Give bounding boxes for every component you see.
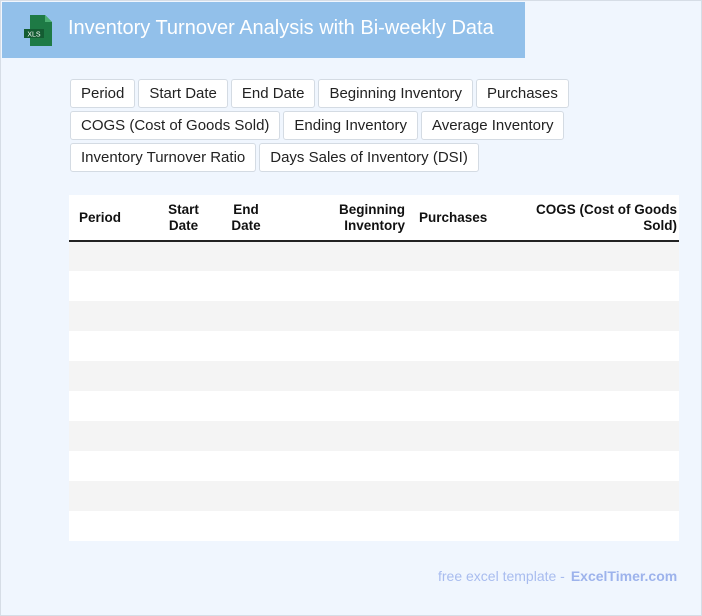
column-chips: Period Start Date End Date Beginning Invent… <box>70 79 590 175</box>
table-row <box>69 331 679 361</box>
table-cell[interactable] <box>161 271 206 301</box>
table-row <box>69 271 679 301</box>
col-period[interactable]: Period <box>69 195 161 242</box>
table-cell[interactable] <box>511 361 679 391</box>
table-cell[interactable] <box>69 391 161 421</box>
column-chip[interactable]: Beginning Inventory <box>318 79 474 108</box>
col-start-date[interactable]: Start Date <box>161 195 206 242</box>
col-end-date[interactable]: End Date <box>206 195 286 242</box>
table-cell[interactable] <box>69 301 161 331</box>
table-row <box>69 421 679 451</box>
table-cell[interactable] <box>511 481 679 511</box>
table-cell[interactable] <box>286 361 411 391</box>
table-cell[interactable] <box>69 361 161 391</box>
table-cell[interactable] <box>206 361 286 391</box>
table-cell[interactable] <box>411 361 511 391</box>
table-cell[interactable] <box>161 241 206 271</box>
table-cell[interactable] <box>206 391 286 421</box>
table-cell[interactable] <box>411 241 511 271</box>
col-cogs[interactable]: COGS (Cost of Goods Sold) <box>511 195 679 242</box>
table-cell[interactable] <box>511 391 679 421</box>
column-chip[interactable]: Inventory Turnover Ratio <box>70 143 257 172</box>
table-cell[interactable] <box>161 391 206 421</box>
table-cell[interactable] <box>411 391 511 421</box>
table-row <box>69 511 679 541</box>
table-cell[interactable] <box>206 331 286 361</box>
table-cell[interactable] <box>161 511 206 541</box>
table-cell[interactable] <box>69 271 161 301</box>
table-cell[interactable] <box>161 301 206 331</box>
table-cell[interactable] <box>511 451 679 481</box>
table-row <box>69 241 679 271</box>
table-cell[interactable] <box>161 361 206 391</box>
column-chip[interactable]: End Date <box>230 79 316 108</box>
table-row <box>69 481 679 511</box>
chip-row: Period Start Date End Date Beginning Invent… <box>70 79 590 108</box>
title-banner: XLS Inventory Turnover Analysis with Bi-… <box>2 2 525 58</box>
table-cell[interactable] <box>69 451 161 481</box>
footer-credit: free excel template - ExcelTimer.com <box>438 568 677 584</box>
table-cell[interactable] <box>511 301 679 331</box>
page-title: Inventory Turnover Analysis with Bi-week… <box>68 17 494 39</box>
table-row <box>69 391 679 421</box>
table-row <box>69 361 679 391</box>
table-cell[interactable] <box>161 451 206 481</box>
table-cell[interactable] <box>206 301 286 331</box>
table-cell[interactable] <box>511 421 679 451</box>
column-chip[interactable]: Days Sales of Inventory (DSI) <box>259 143 479 172</box>
column-chip[interactable]: Ending Inventory <box>283 111 418 140</box>
table-header-row: Period Start Date End Date Beginning Inv… <box>69 195 679 242</box>
table-cell[interactable] <box>206 451 286 481</box>
table-cell[interactable] <box>69 331 161 361</box>
table-cell[interactable] <box>161 421 206 451</box>
col-purchases[interactable]: Purchases <box>411 195 511 242</box>
table-cell[interactable] <box>511 331 679 361</box>
table-cell[interactable] <box>206 511 286 541</box>
table-cell[interactable] <box>411 481 511 511</box>
table-cell[interactable] <box>411 301 511 331</box>
column-chip[interactable]: COGS (Cost of Goods Sold) <box>70 111 281 140</box>
table-cell[interactable] <box>69 421 161 451</box>
table-cell[interactable] <box>161 481 206 511</box>
column-chip[interactable]: Average Inventory <box>420 111 565 140</box>
table-cell[interactable] <box>511 241 679 271</box>
table-cell[interactable] <box>69 511 161 541</box>
table-cell[interactable] <box>286 421 411 451</box>
inventory-table: Period Start Date End Date Beginning Inv… <box>69 195 679 541</box>
table-cell[interactable] <box>286 241 411 271</box>
table-cell[interactable] <box>411 511 511 541</box>
table-cell[interactable] <box>206 241 286 271</box>
table-cell[interactable] <box>286 391 411 421</box>
table-cell[interactable] <box>511 271 679 301</box>
table-cell[interactable] <box>286 481 411 511</box>
table-cell[interactable] <box>161 331 206 361</box>
table-cell[interactable] <box>286 451 411 481</box>
column-chip[interactable]: Purchases <box>476 79 569 108</box>
column-chip[interactable]: Start Date <box>138 79 228 108</box>
svg-text:XLS: XLS <box>27 32 41 39</box>
footer-text: free excel template - <box>438 568 565 584</box>
table-cell[interactable] <box>69 241 161 271</box>
table-cell[interactable] <box>286 511 411 541</box>
table-cell[interactable] <box>206 271 286 301</box>
table-cell[interactable] <box>511 511 679 541</box>
table-cell[interactable] <box>286 331 411 361</box>
table-cell[interactable] <box>286 301 411 331</box>
table-cell[interactable] <box>69 481 161 511</box>
table-row <box>69 301 679 331</box>
table-cell[interactable] <box>411 331 511 361</box>
xls-file-icon: XLS <box>24 15 52 46</box>
chip-row: COGS (Cost of Goods Sold) Ending Inventor… <box>70 111 590 140</box>
table-cell[interactable] <box>411 451 511 481</box>
table-cell[interactable] <box>411 271 511 301</box>
table-cell[interactable] <box>206 421 286 451</box>
column-chip[interactable]: Period <box>70 79 136 108</box>
table-row <box>69 451 679 481</box>
chip-row: Inventory Turnover Ratio Days Sales of In… <box>70 143 590 172</box>
table-cell[interactable] <box>286 271 411 301</box>
col-beginning-inventory[interactable]: Beginning Inventory <box>286 195 411 242</box>
table-cell[interactable] <box>206 481 286 511</box>
brand-link[interactable]: ExcelTimer.com <box>570 568 678 584</box>
table-cell[interactable] <box>411 421 511 451</box>
